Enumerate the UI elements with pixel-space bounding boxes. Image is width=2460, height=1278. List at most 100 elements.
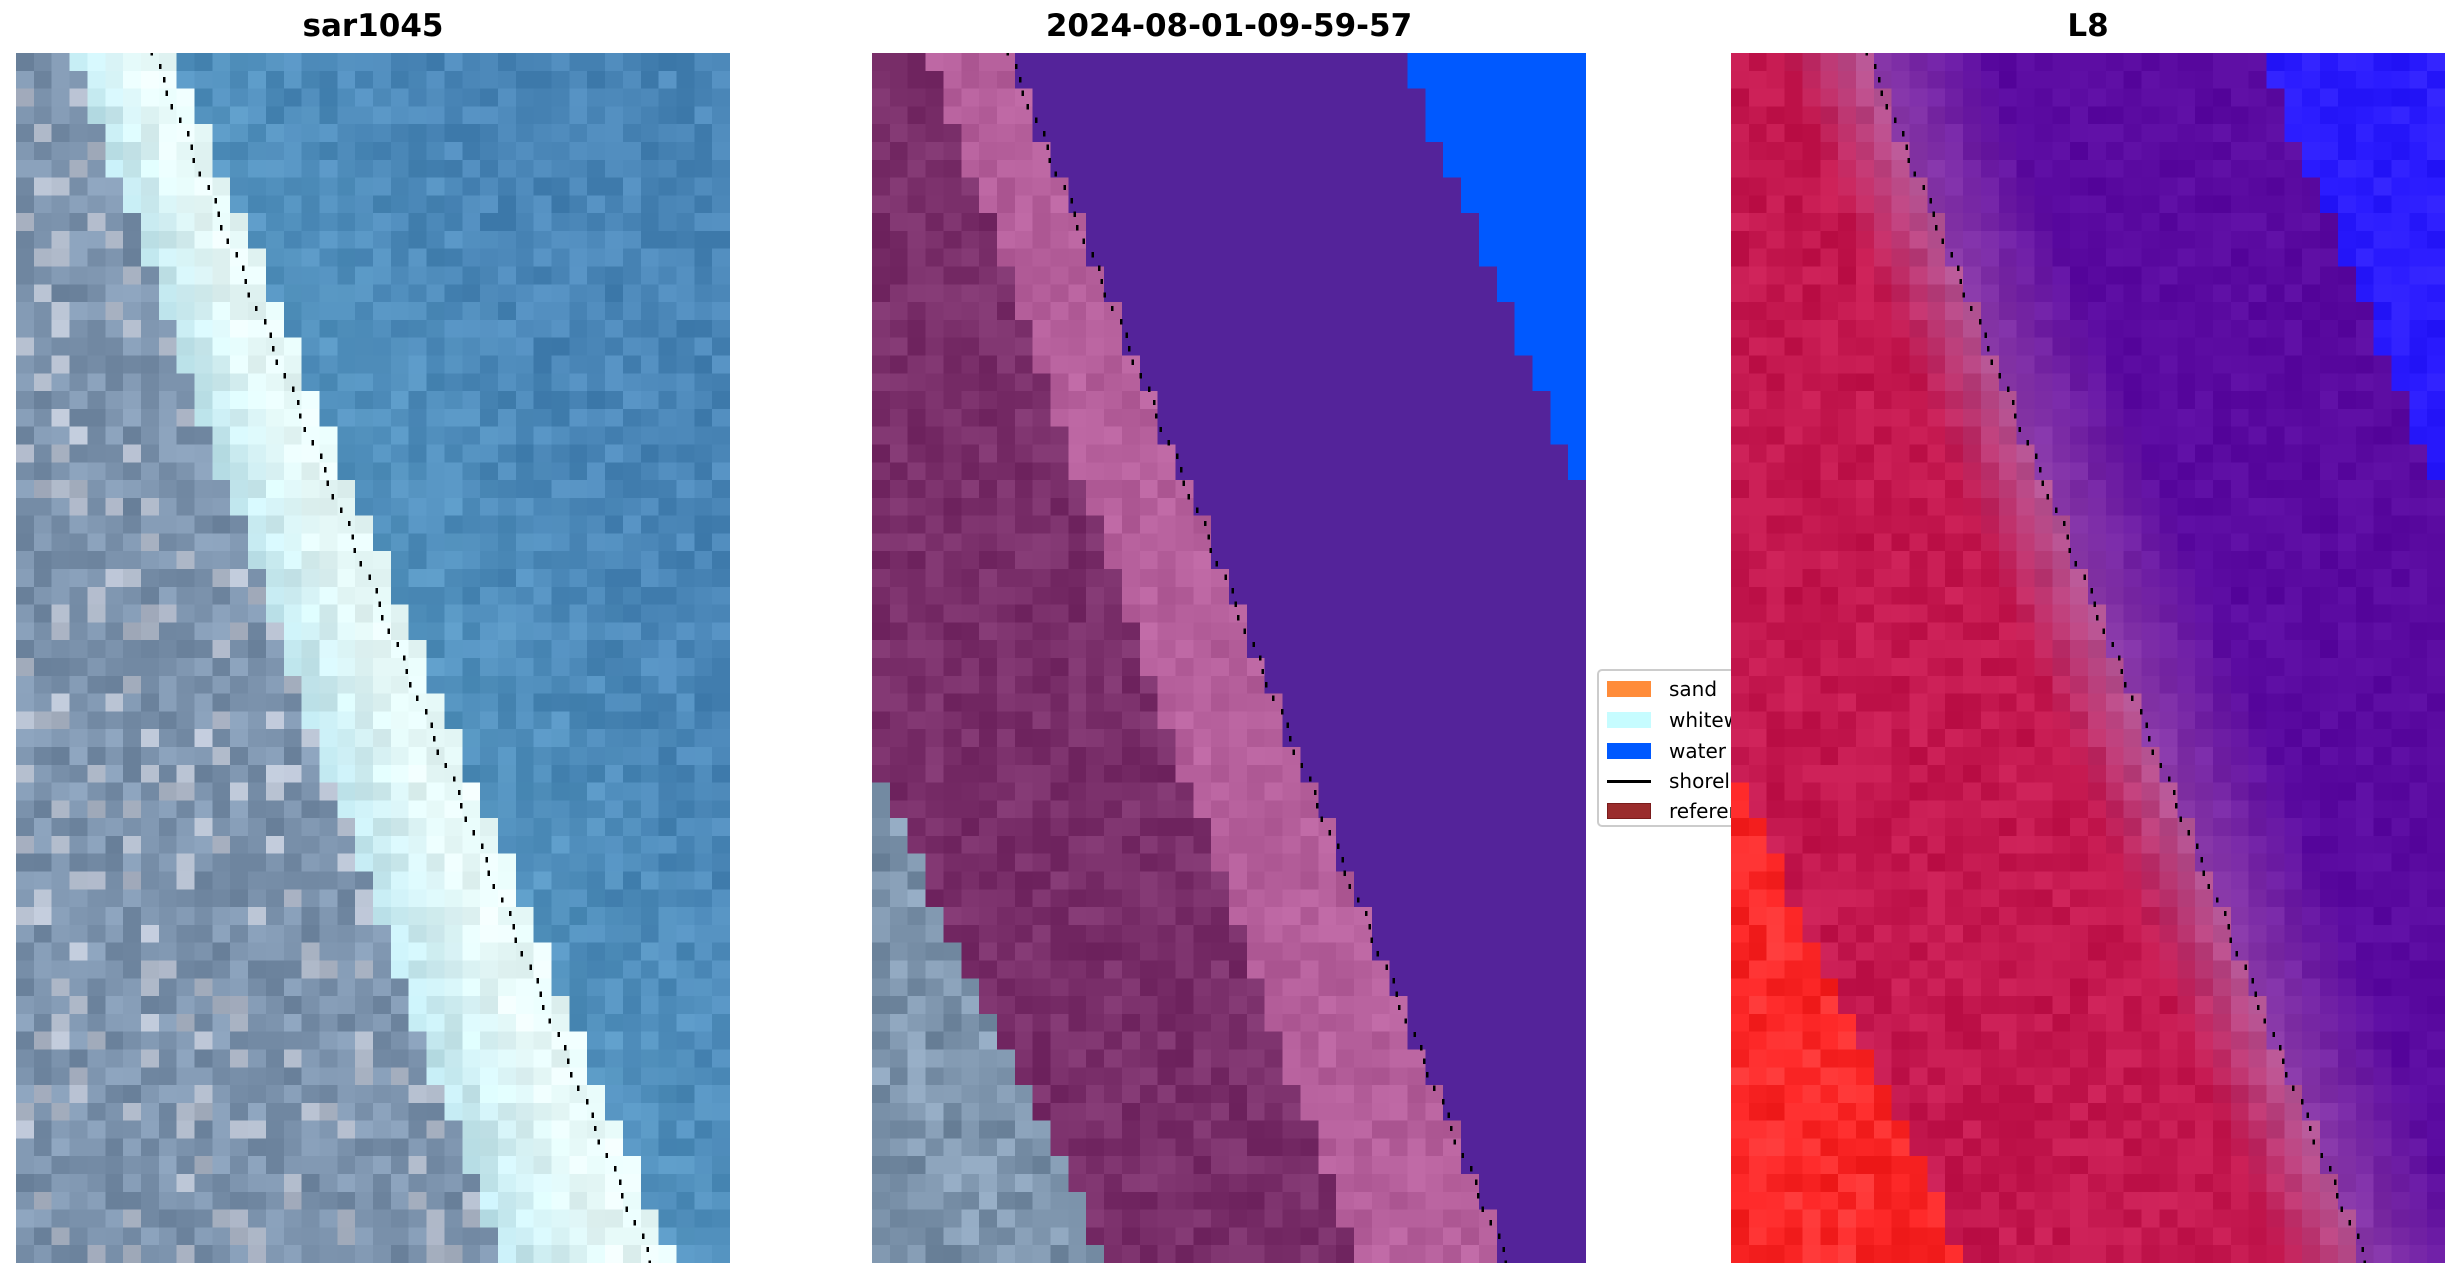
pixel — [390, 88, 410, 107]
pixel — [694, 978, 713, 997]
pixel — [265, 1031, 285, 1050]
pixel — [373, 835, 392, 855]
pixel — [319, 515, 338, 534]
pixel — [16, 337, 35, 356]
pixel — [907, 960, 926, 979]
pixel — [1175, 604, 1194, 623]
pixel — [265, 141, 285, 161]
pixel — [194, 266, 213, 285]
pixel — [1568, 729, 1586, 748]
pixel — [979, 978, 998, 997]
pixel — [301, 177, 320, 196]
pixel — [605, 1174, 624, 1193]
shoreline-point — [648, 1260, 651, 1263]
pixel — [1121, 159, 1141, 178]
pixel — [1336, 213, 1355, 232]
pixel — [51, 70, 70, 89]
pixel — [1568, 266, 1586, 285]
pixel — [1425, 996, 1444, 1015]
pixel — [1229, 640, 1248, 659]
pixel — [265, 391, 285, 410]
shoreline-point — [564, 1045, 567, 1051]
pixel — [1550, 515, 1569, 534]
pixel — [569, 1209, 588, 1228]
pixel — [1443, 444, 1462, 463]
pixel — [1478, 978, 1498, 997]
pixel — [1211, 782, 1230, 801]
pixel — [87, 640, 106, 659]
pixel — [587, 480, 606, 499]
pixel — [248, 159, 267, 178]
pixel — [444, 248, 463, 267]
pixel — [69, 1013, 88, 1033]
pixel — [961, 604, 980, 623]
pixel — [712, 1120, 730, 1139]
pixel — [1336, 533, 1355, 552]
pixel — [907, 924, 926, 944]
pixel — [658, 106, 677, 125]
pixel — [1336, 426, 1355, 445]
pixel — [87, 818, 106, 837]
pixel — [622, 1191, 642, 1210]
pixel — [889, 319, 909, 339]
pixel — [1353, 284, 1373, 303]
pixel — [140, 604, 160, 623]
pixel — [105, 551, 124, 570]
pixel — [605, 1013, 624, 1033]
pixel — [1139, 462, 1158, 481]
pixel — [1050, 302, 1069, 321]
pixel — [1568, 675, 1586, 694]
pixel — [605, 337, 624, 356]
pixel — [69, 586, 88, 605]
pixel — [355, 907, 374, 926]
pixel — [426, 373, 445, 392]
pixel — [123, 391, 142, 410]
pixel — [1461, 640, 1480, 659]
pixel — [1175, 533, 1194, 552]
pixel — [140, 319, 160, 339]
pixel — [16, 248, 35, 267]
pixel — [1461, 871, 1480, 890]
pixel — [658, 444, 677, 463]
pixel — [337, 604, 356, 623]
pixel — [1068, 230, 1087, 250]
pixel — [961, 391, 980, 410]
pixel — [123, 230, 142, 250]
pixel — [212, 889, 231, 908]
pixel — [1175, 213, 1194, 232]
pixel — [1461, 711, 1480, 730]
pixel — [248, 213, 267, 232]
pixel — [1050, 978, 1069, 997]
pixel — [979, 141, 998, 161]
pixel — [16, 942, 35, 961]
pixel — [1389, 53, 1408, 72]
pixel — [605, 106, 624, 125]
pixel — [1353, 319, 1373, 339]
pixel — [1246, 675, 1266, 694]
pixel — [1336, 319, 1355, 339]
pixel — [605, 159, 624, 178]
pixel — [51, 230, 70, 250]
pixel — [248, 907, 267, 926]
pixel — [1264, 586, 1283, 605]
pixel — [533, 408, 552, 428]
pixel — [1532, 551, 1551, 570]
pixel — [551, 248, 570, 267]
pixel — [265, 1174, 285, 1193]
pixel — [176, 604, 195, 623]
pixel — [712, 88, 730, 107]
pixel — [694, 1085, 713, 1104]
pixel — [1193, 586, 1212, 605]
pixel — [265, 497, 285, 517]
pixel — [996, 213, 1016, 232]
pixel — [1461, 141, 1480, 161]
pixel — [889, 124, 909, 143]
pixel — [1300, 230, 1319, 250]
pixel — [1157, 889, 1176, 908]
pixel — [1532, 942, 1551, 961]
pixel — [569, 1031, 588, 1050]
pixel — [337, 1209, 356, 1228]
pixel — [301, 924, 320, 944]
pixel — [176, 141, 195, 161]
legend-label: sand — [1669, 677, 1718, 701]
